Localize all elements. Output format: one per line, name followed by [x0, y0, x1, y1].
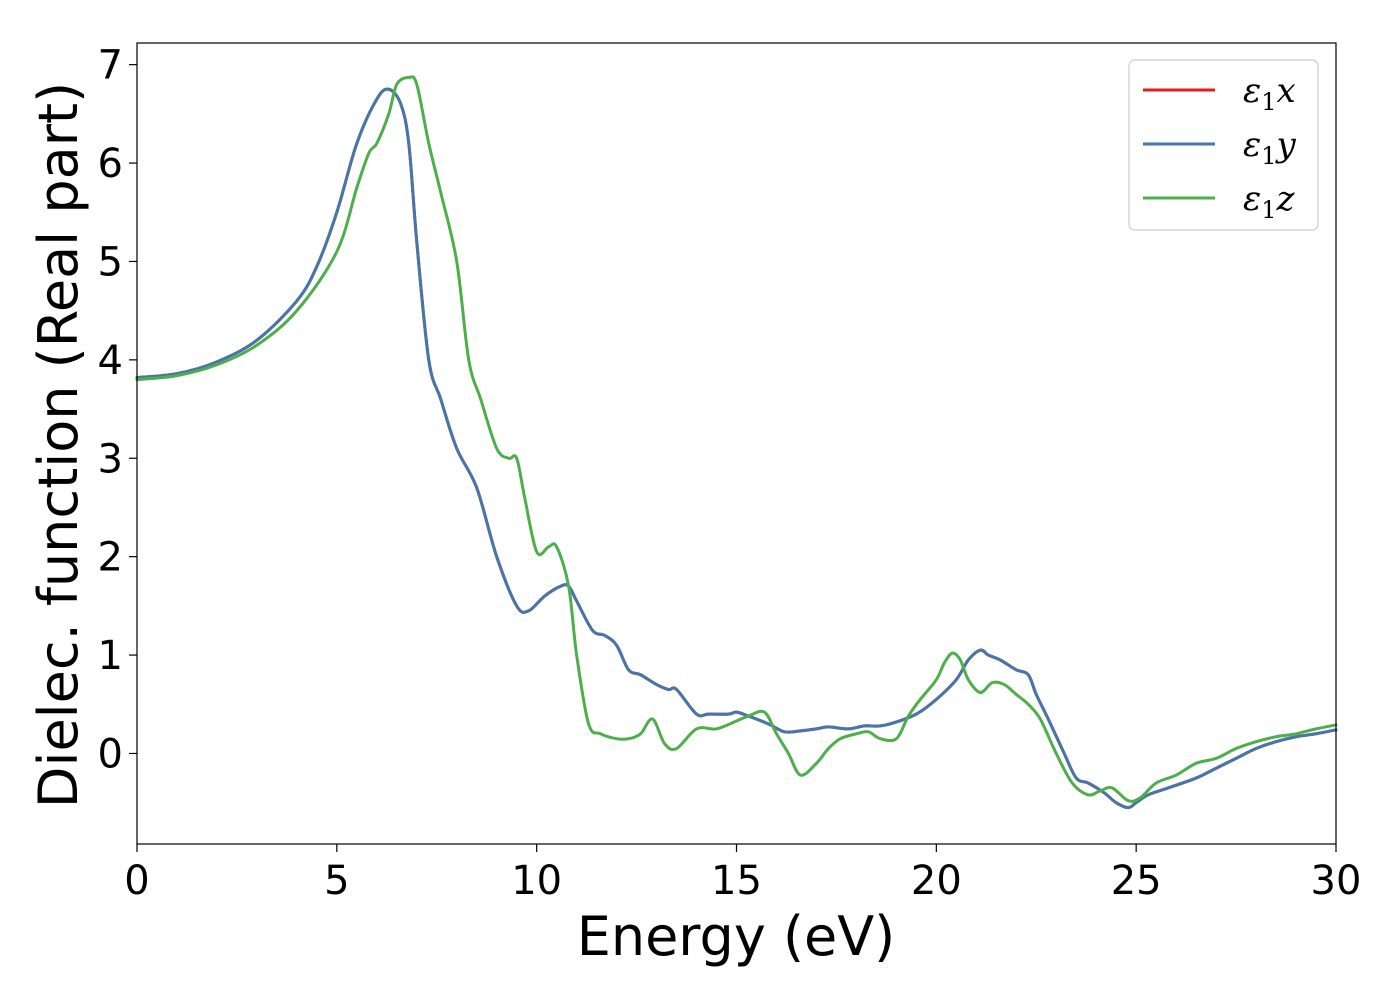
y-tick-label: 5	[98, 239, 123, 285]
series-line-z	[135, 75, 1338, 803]
legend-box	[1128, 59, 1319, 231]
legend-label-x: ε1x	[1243, 71, 1296, 116]
y-tick-label: 1	[98, 633, 123, 679]
legend-label-z: ε1z	[1243, 179, 1296, 224]
x-axis-title: Energy (eV)	[577, 905, 896, 968]
y-tick-label: 0	[98, 731, 123, 777]
legend: ε1x ε1y ε1z	[1128, 59, 1319, 231]
x-tick-label: 10	[511, 858, 562, 904]
y-tick-label: 4	[98, 338, 123, 384]
y-axis-title: Dielec. function (Real part)	[27, 82, 90, 808]
y-tick-label: 7	[98, 43, 123, 89]
x-tick-label: 5	[324, 858, 349, 904]
ticks-layer: 0 5 10 15 20 25 30 0 1 2 3 4 5 6 7	[98, 43, 1362, 904]
y-tick-label: 6	[98, 141, 123, 187]
legend-label-y: ε1y	[1243, 125, 1297, 170]
series-layer	[135, 75, 1338, 810]
x-tick-label: 0	[124, 858, 149, 904]
x-tick-label: 30	[1311, 858, 1362, 904]
y-tick-label: 2	[98, 535, 123, 581]
x-tick-label: 15	[711, 858, 762, 904]
x-tick-label: 25	[1111, 858, 1162, 904]
y-tick-label: 3	[98, 436, 123, 482]
x-tick-label: 20	[911, 858, 962, 904]
